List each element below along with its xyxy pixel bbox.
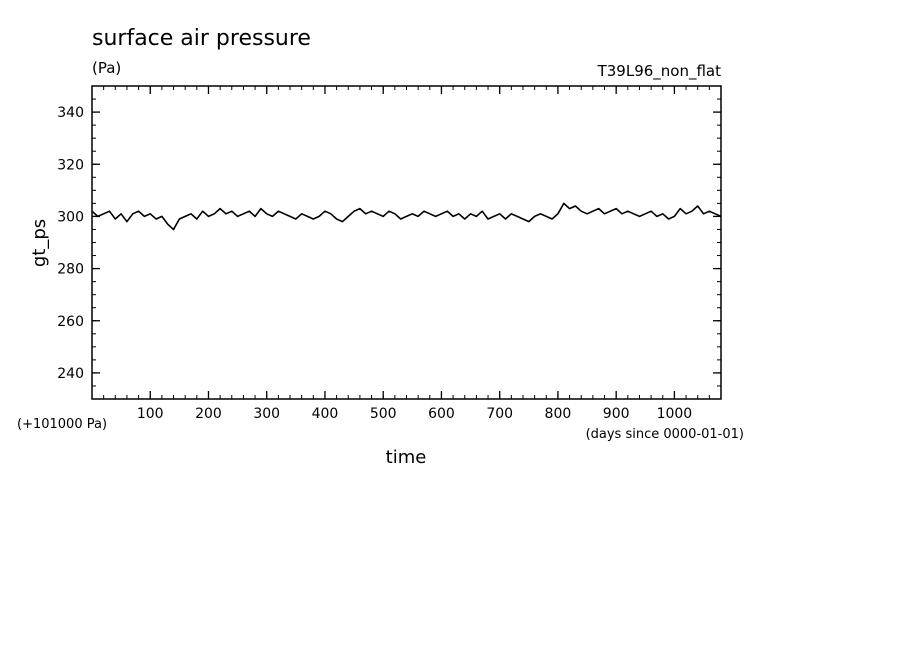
y-tick-label: 340 — [57, 105, 84, 121]
y-ticks — [92, 98, 721, 387]
x-tick-label: 500 — [370, 406, 397, 422]
x-ticks — [103, 86, 710, 399]
experiment-label: T39L96_non_flat — [597, 62, 722, 81]
y-tick-labels: 240 260 280 300 320 340 — [57, 105, 84, 382]
y-offset-label: (+101000 Pa) — [17, 417, 107, 432]
x-tick-label: 600 — [428, 406, 455, 422]
x-tick-label: 400 — [312, 406, 339, 422]
x-tick-label: 900 — [603, 406, 630, 422]
plot-frame — [91, 85, 722, 400]
x-tick-label: 200 — [195, 406, 222, 422]
x-tick-label: 700 — [486, 406, 513, 422]
x-tick-labels: 100 200 300 400 500 600 700 800 900 1000 — [137, 406, 692, 422]
y-tick-label: 280 — [57, 262, 84, 278]
x-tick-label: 100 — [137, 406, 164, 422]
y-tick-label: 320 — [57, 157, 84, 173]
chart-units: (Pa) — [92, 59, 121, 77]
x-axis-label: time — [386, 447, 427, 468]
x-tick-label: 300 — [253, 406, 280, 422]
x-units-label: (days since 0000-01-01) — [586, 427, 744, 442]
y-tick-label: 300 — [57, 209, 84, 225]
y-axis-label: gt_ps — [29, 219, 50, 267]
y-tick-label: 240 — [57, 366, 84, 382]
x-tick-label: 1000 — [657, 406, 693, 422]
chart-title: surface air pressure — [92, 26, 311, 51]
y-tick-label: 260 — [57, 314, 84, 330]
x-tick-label: 800 — [545, 406, 572, 422]
series-line — [91, 202, 722, 231]
